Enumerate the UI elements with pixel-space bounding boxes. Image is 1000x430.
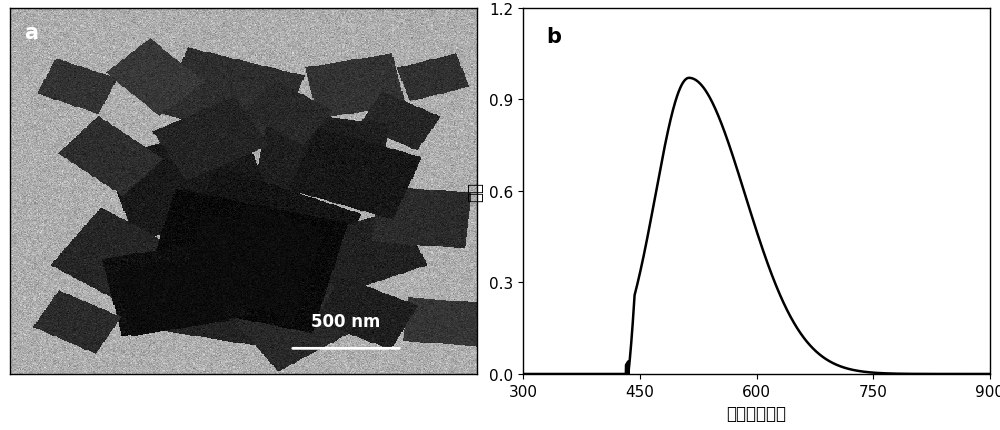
Text: b: b <box>547 27 562 47</box>
Text: a: a <box>24 23 38 43</box>
Text: 500 nm: 500 nm <box>311 312 381 330</box>
X-axis label: 波长（纳米）: 波长（纳米） <box>727 404 787 422</box>
Y-axis label: 强度: 强度 <box>466 181 484 201</box>
